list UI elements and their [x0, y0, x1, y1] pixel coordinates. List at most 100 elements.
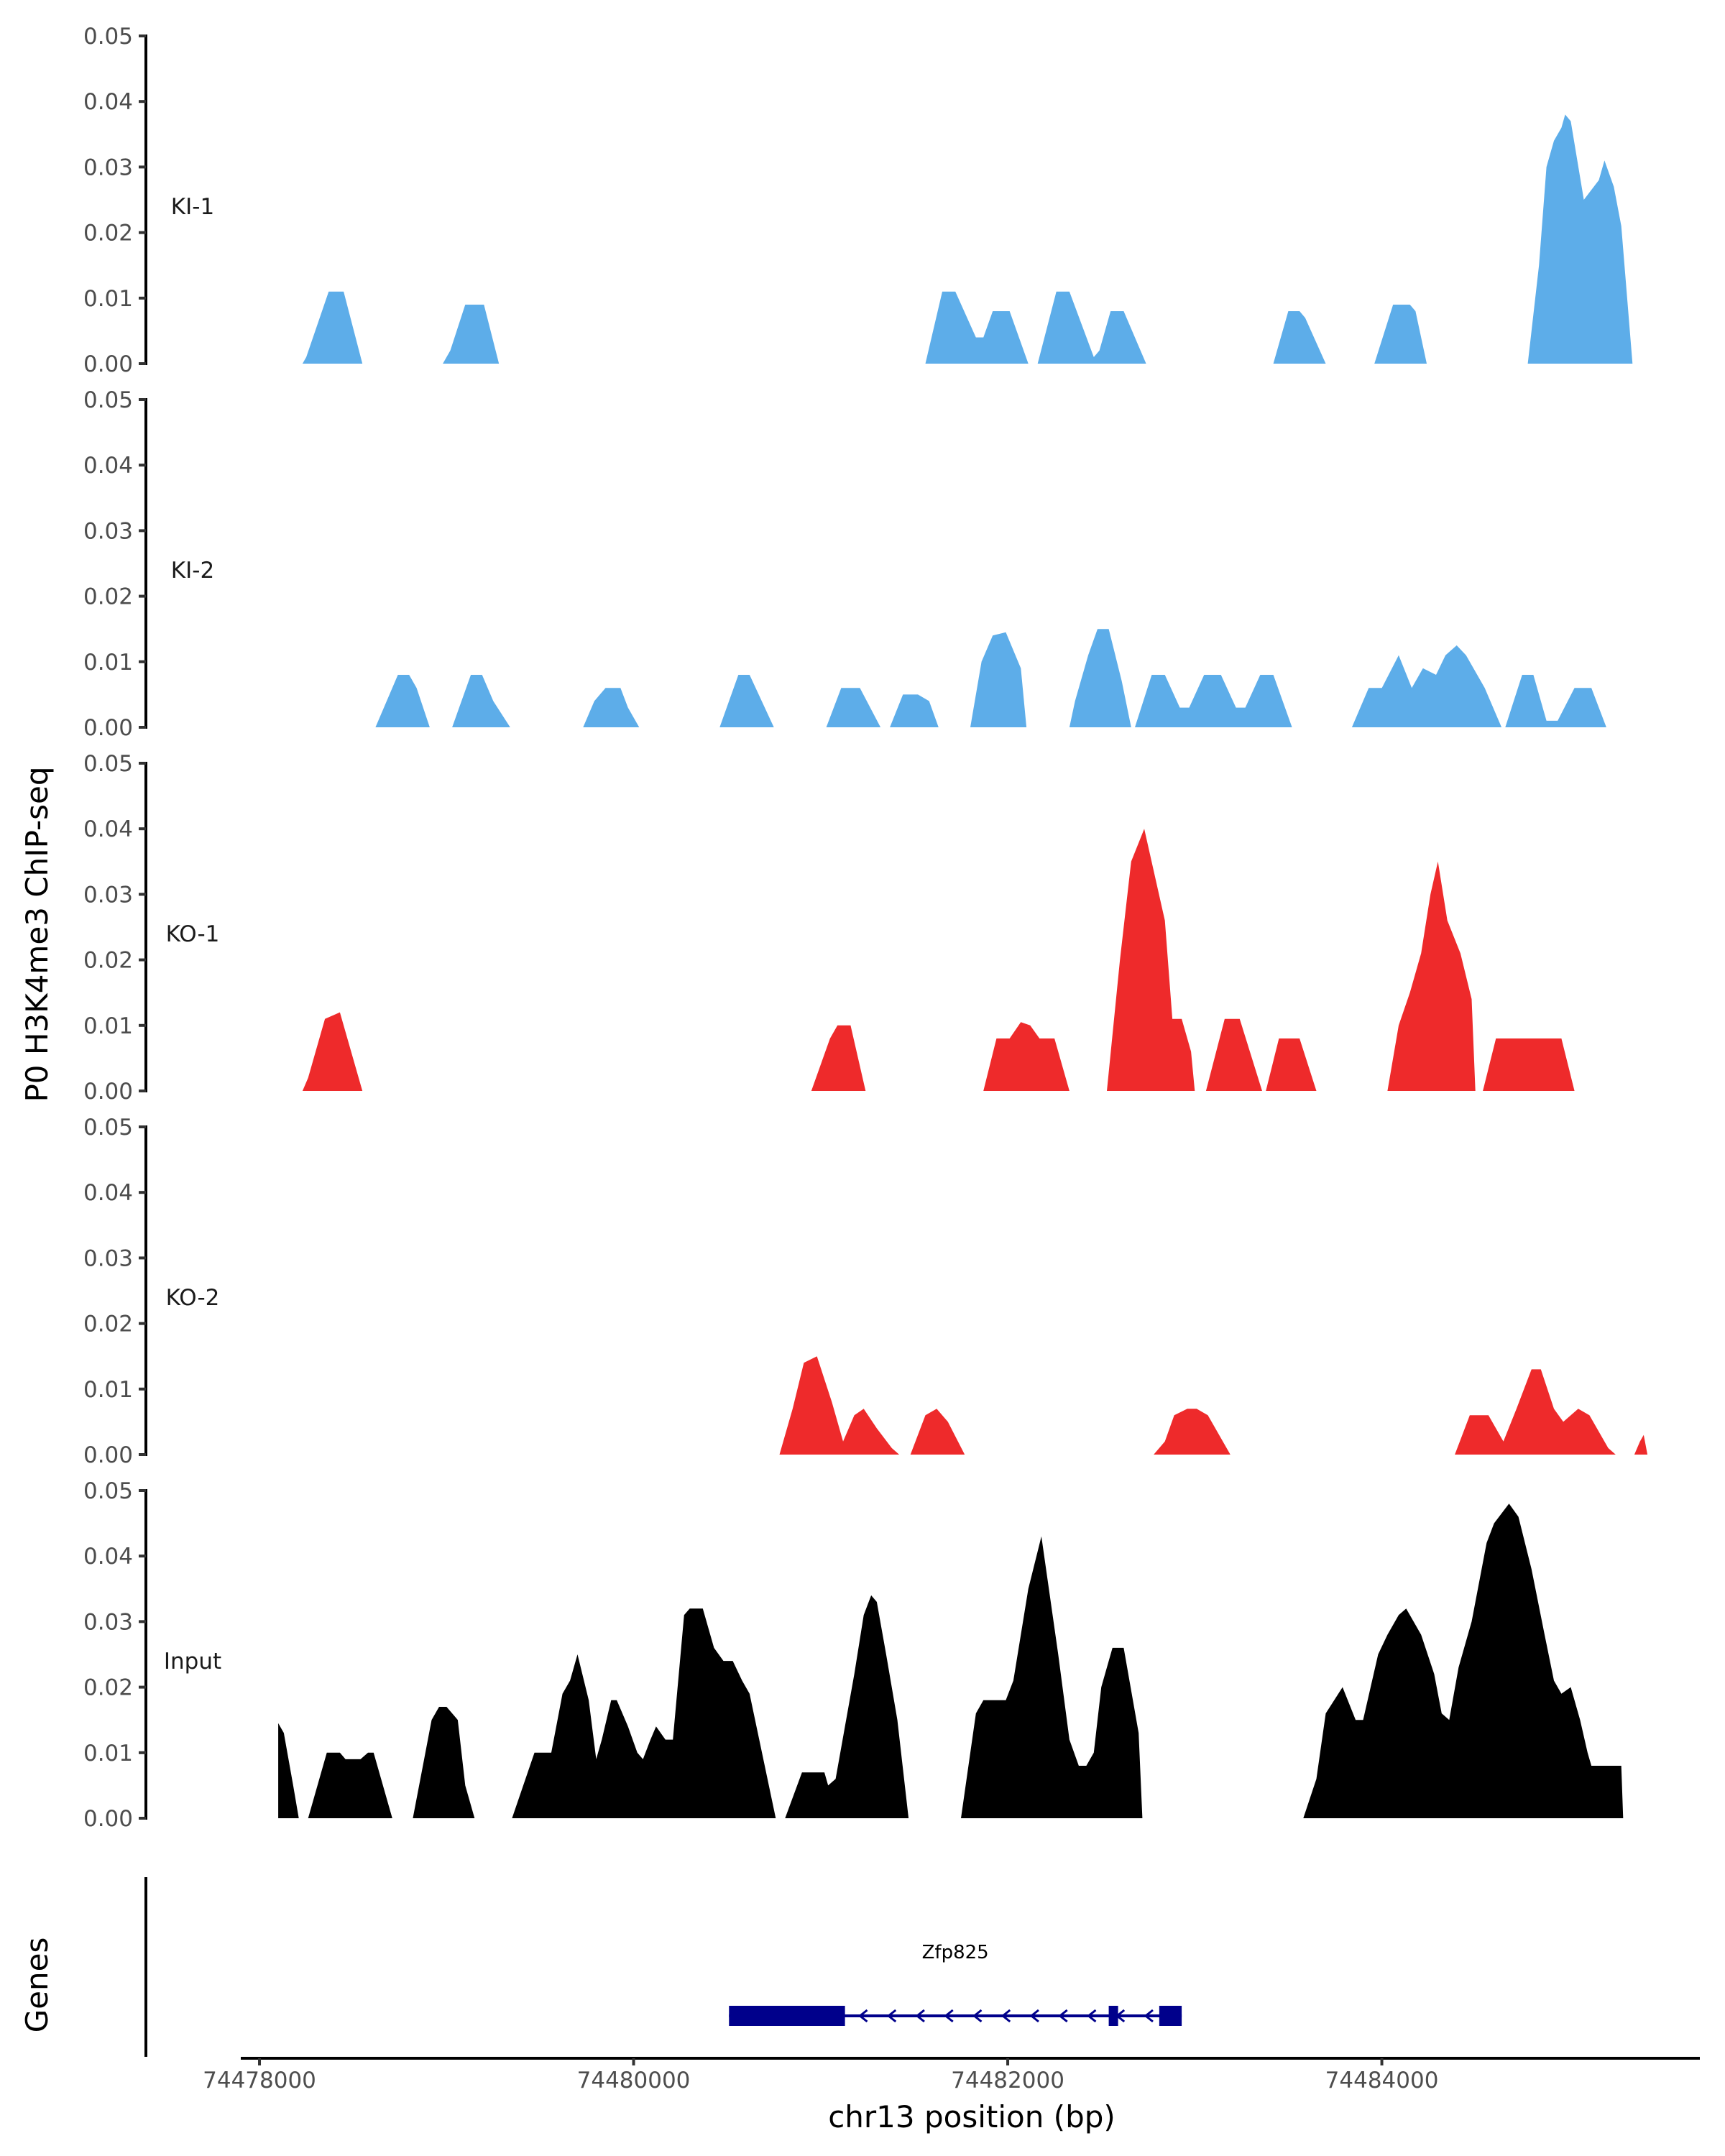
- signal-peak: [779, 1356, 900, 1455]
- gene-exon: [1159, 2006, 1182, 2026]
- signal-peak: [443, 304, 500, 364]
- y-tick-label: 0.01: [83, 286, 133, 312]
- signal-peak: [1154, 1409, 1230, 1455]
- y-tick-label: 0.04: [83, 1180, 133, 1206]
- signal-peak: [1483, 1038, 1575, 1091]
- strand-arrow-icon: [858, 2009, 868, 2023]
- y-tick-label: 0.04: [83, 816, 133, 842]
- signal-peak: [278, 1723, 299, 1818]
- signal-peak: [910, 1409, 965, 1455]
- track-label: KI-1: [171, 194, 214, 220]
- signal-peak: [811, 1025, 866, 1091]
- x-axis-title: chr13 position (bp): [828, 2099, 1116, 2134]
- y-tick-label: 0.02: [83, 948, 133, 974]
- y-tick-label: 0.02: [83, 1675, 133, 1701]
- y-tick-label: 0.03: [83, 882, 133, 908]
- signal-peak: [1107, 829, 1195, 1091]
- y-axis-title: P0 H3K4me3 ChIP-seq: [19, 766, 55, 1102]
- signal-peak: [1374, 304, 1427, 364]
- y-tick-label: 0.03: [83, 1609, 133, 1635]
- signal-peak: [1266, 1038, 1317, 1091]
- strand-arrow-icon: [915, 2009, 925, 2023]
- x-axis: 74478000 74480000 74482000 74484000: [203, 2057, 1700, 2093]
- y-tick-label: 0.03: [83, 155, 133, 180]
- track-label: Input: [164, 1649, 221, 1674]
- strand-arrow-icon: [1029, 2009, 1039, 2023]
- signal-peak: [890, 694, 939, 727]
- signal-peak: [961, 1536, 1143, 1818]
- signal-peak: [925, 291, 1029, 364]
- track-input: 0.00 0.01 0.02 0.03 0.04 0.05 Input: [83, 1478, 1624, 1832]
- strand-arrow-icon: [1087, 2009, 1097, 2023]
- tracks-layer: 0.00 0.01 0.02 0.03 0.04 0.05 KI-1 0.00 0.01 0.02…: [83, 24, 1648, 1832]
- signal-peak: [1205, 1018, 1262, 1091]
- signal-peak: [1303, 1503, 1624, 1818]
- signal-peak: [413, 1707, 475, 1818]
- signal-peak: [1505, 675, 1606, 727]
- strand-arrow-icon: [886, 2009, 897, 2023]
- strand-arrow-icon: [1058, 2009, 1068, 2023]
- signal-peak: [826, 688, 881, 727]
- y-tick-label: 0.00: [83, 351, 133, 377]
- y-tick-label: 0.02: [83, 1312, 133, 1337]
- signal-peak: [452, 675, 510, 727]
- signal-peak: [1273, 311, 1326, 364]
- x-tick-label: 74478000: [203, 2068, 316, 2093]
- y-tick-label: 0.01: [83, 650, 133, 676]
- signal-peak: [583, 688, 640, 727]
- signal-peak: [375, 675, 430, 727]
- y-tick-label: 0.01: [83, 1741, 133, 1766]
- signal-peak: [512, 1608, 776, 1818]
- signal-peak: [1455, 1369, 1616, 1455]
- y-tick-label: 0.04: [83, 1544, 133, 1570]
- track-ko-2: 0.00 0.01 0.02 0.03 0.04 0.05 KO-2: [83, 1115, 1648, 1468]
- y-tick-label: 0.00: [83, 1442, 133, 1468]
- genes-axis-title: Genes: [19, 1938, 55, 2033]
- track-label: KO-2: [166, 1285, 220, 1311]
- signal-peak: [308, 1752, 392, 1818]
- signal-peak: [983, 1022, 1070, 1091]
- signal-peak: [1351, 645, 1502, 727]
- signal-peak: [1037, 291, 1146, 364]
- signal-peak: [1135, 675, 1292, 727]
- y-tick-label: 0.05: [83, 751, 133, 777]
- track-ko-1: 0.00 0.01 0.02 0.03 0.04 0.05 KO-1: [83, 751, 1575, 1105]
- y-tick-label: 0.01: [83, 1377, 133, 1403]
- signal-peak: [302, 291, 363, 364]
- signal-peak: [719, 675, 774, 727]
- y-tick-label: 0.05: [83, 1478, 133, 1504]
- y-tick-label: 0.05: [83, 24, 133, 50]
- signal-peak: [1069, 629, 1131, 727]
- signal-peak: [970, 632, 1027, 727]
- y-tick-label: 0.05: [83, 1115, 133, 1141]
- gene-name-label: Zfp825: [922, 1942, 989, 1963]
- y-tick-label: 0.00: [83, 1806, 133, 1832]
- gene-track: Zfp825: [144, 1877, 1182, 2057]
- strand-arrow-icon: [1000, 2009, 1011, 2023]
- gene-exon: [729, 2006, 845, 2026]
- x-tick-label: 74480000: [577, 2068, 691, 2093]
- x-tick-label: 74482000: [951, 2068, 1064, 2093]
- strand-arrow-icon: [972, 2009, 983, 2023]
- y-tick-label: 0.02: [83, 221, 133, 247]
- y-tick-label: 0.02: [83, 584, 133, 610]
- gene-exon: [1108, 2006, 1118, 2026]
- signal-peak: [785, 1595, 909, 1818]
- y-tick-label: 0.03: [83, 518, 133, 544]
- signal-peak: [1527, 114, 1633, 364]
- y-tick-label: 0.04: [83, 89, 133, 115]
- signal-peak: [1634, 1434, 1648, 1455]
- signal-peak: [302, 1012, 363, 1091]
- track-ki-2: 0.00 0.01 0.02 0.03 0.04 0.05 KI-2: [83, 387, 1606, 741]
- y-tick-label: 0.00: [83, 1079, 133, 1105]
- track-ki-1: 0.00 0.01 0.02 0.03 0.04 0.05 KI-1: [83, 24, 1633, 377]
- y-tick-label: 0.05: [83, 387, 133, 413]
- track-label: KI-2: [171, 558, 214, 584]
- y-tick-label: 0.01: [83, 1013, 133, 1039]
- y-tick-label: 0.04: [83, 453, 133, 479]
- strand-arrow-icon: [1144, 2009, 1154, 2023]
- strand-arrow-icon: [944, 2009, 954, 2023]
- track-label: KO-1: [166, 921, 220, 947]
- y-tick-label: 0.00: [83, 715, 133, 741]
